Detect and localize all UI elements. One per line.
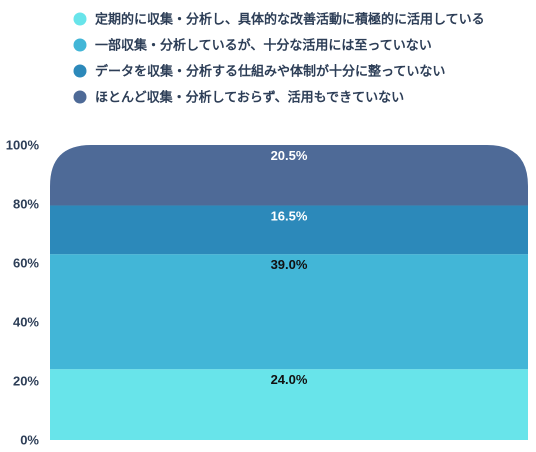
legend-item: データを収集・分析する仕組みや体制が十分に整っていない [73, 64, 445, 80]
bar-segment [50, 145, 528, 206]
bar-segment [50, 254, 528, 370]
legend-marker [73, 64, 87, 78]
legend-marker [73, 90, 87, 104]
y-tick-label: 100% [6, 138, 40, 153]
data-label: 20.5% [271, 148, 308, 163]
data-label: 16.5% [271, 208, 308, 223]
y-tick-label: 60% [13, 256, 39, 271]
legend-item: 定期的に収集・分析し、具体的な改善活動に積極的に活用している [73, 12, 485, 28]
legend-item: 一部収集・分析しているが、十分な活用には至っていない [73, 38, 432, 54]
legend-label: 定期的に収集・分析し、具体的な改善活動に積極的に活用している [94, 12, 485, 28]
bar-segment [50, 205, 528, 255]
data-label: 24.0% [271, 372, 308, 387]
y-axis-ticks: 0% 20% 40% 60% 80% 100% [6, 138, 40, 448]
legend: 定期的に収集・分析し、具体的な改善活動に積極的に活用している一部収集・分析してい… [73, 12, 485, 106]
y-tick-label: 80% [13, 197, 39, 212]
y-tick-label: 40% [13, 315, 39, 330]
legend-marker [73, 38, 87, 52]
legend-label: ほとんど収集・分析しておらず、活用もできていない [95, 90, 404, 106]
data-labels: 24.0% 39.0% 16.5% 20.5% [271, 148, 308, 387]
y-tick-label: 20% [13, 374, 39, 389]
legend-label: データを収集・分析する仕組みや体制が十分に整っていない [95, 64, 445, 80]
y-tick-label: 0% [20, 433, 39, 448]
legend-label: 一部収集・分析しているが、十分な活用には至っていない [95, 38, 432, 54]
bar-segment [50, 369, 528, 440]
data-label: 39.0% [271, 257, 308, 272]
legend-marker [73, 12, 87, 26]
legend-item: ほとんど収集・分析しておらず、活用もできていない [73, 90, 404, 106]
bar-stack [50, 145, 528, 440]
